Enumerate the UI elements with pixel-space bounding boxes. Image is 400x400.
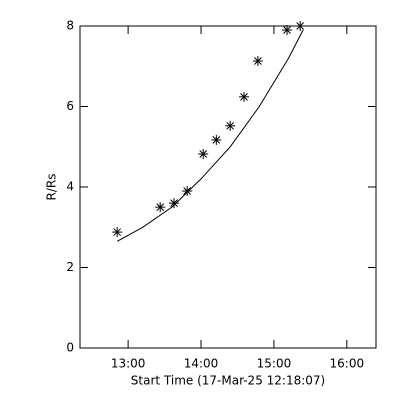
marker-stroke xyxy=(254,57,262,65)
marker-stroke xyxy=(226,121,235,130)
x-tick-label: 15:00 xyxy=(257,357,292,371)
y-axis-label: R/Rs xyxy=(45,174,59,201)
fit-curve xyxy=(116,29,304,242)
x-tick-label: 13:00 xyxy=(111,357,146,371)
marker-stroke xyxy=(199,150,208,158)
asterisk-marker xyxy=(295,21,306,31)
y-tick-label: 0 xyxy=(66,341,74,355)
x-axis-label: Start Time (17-Mar-25 12:18:07) xyxy=(131,374,325,388)
y-tick-label: 4 xyxy=(66,180,74,194)
marker-stroke xyxy=(296,22,305,30)
asterisk-marker xyxy=(239,91,250,102)
asterisk-marker xyxy=(282,25,293,36)
marker-stroke xyxy=(113,228,122,236)
y-tick-label: 2 xyxy=(66,260,74,274)
marker-stroke xyxy=(283,26,291,34)
asterisk-marker xyxy=(225,120,236,131)
asterisk-marker xyxy=(198,148,209,159)
marker-stroke xyxy=(156,203,165,211)
y-tick-label: 6 xyxy=(66,99,74,113)
marker-stroke xyxy=(170,199,178,207)
marker-stroke xyxy=(240,92,248,101)
asterisk-marker xyxy=(182,186,193,197)
x-tick-label: 16:00 xyxy=(330,357,365,371)
marker-stroke xyxy=(212,136,221,144)
asterisk-marker xyxy=(112,227,123,238)
asterisk-marker xyxy=(169,198,180,209)
asterisk-marker xyxy=(155,202,166,213)
asterisk-marker xyxy=(252,56,263,67)
x-tick-label: 14:00 xyxy=(184,357,219,371)
asterisk-marker xyxy=(211,134,222,145)
marker-stroke xyxy=(183,187,192,195)
y-tick-label: 8 xyxy=(66,19,74,33)
